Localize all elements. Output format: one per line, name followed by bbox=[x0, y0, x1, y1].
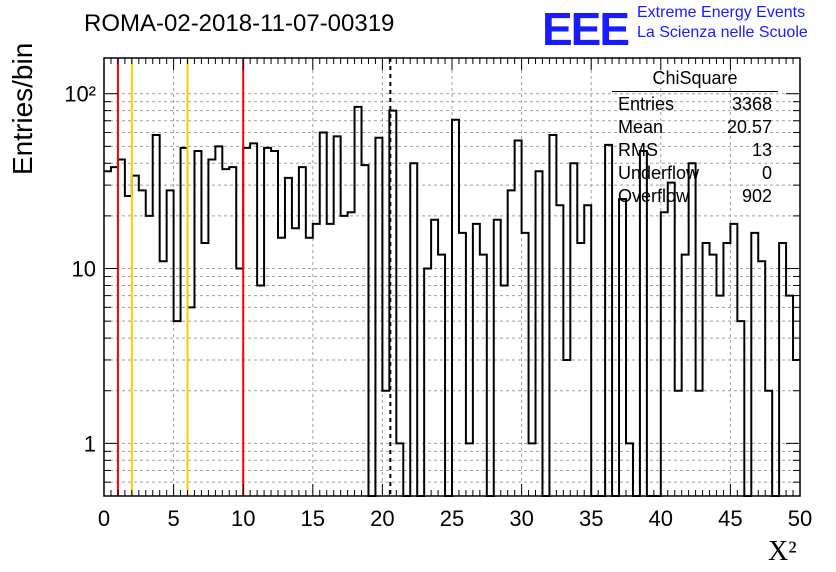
x-tick-label: 40 bbox=[649, 506, 673, 531]
x-tick-label: 10 bbox=[231, 506, 255, 531]
stats-value: 3368 bbox=[731, 94, 772, 114]
x-tick-label: 20 bbox=[370, 506, 394, 531]
x-tick-label: 25 bbox=[440, 506, 464, 531]
x-tick-label: 15 bbox=[301, 506, 325, 531]
stats-row-overflow: Overflow 902 bbox=[618, 186, 772, 208]
x-tick-label: 45 bbox=[718, 506, 742, 531]
stats-divider bbox=[612, 91, 778, 92]
y-tick-label: 10² bbox=[64, 82, 96, 107]
stats-key: Overflow bbox=[618, 186, 690, 206]
statistics-box: ChiSquare Entries 3368 Mean 20.57 RMS 13… bbox=[612, 66, 778, 206]
chart-title: ROMA-02-2018-11-07-00319 bbox=[84, 10, 395, 37]
stats-key: RMS bbox=[618, 140, 658, 160]
x-tick-label: 35 bbox=[579, 506, 603, 531]
y-tick-label: 1 bbox=[84, 431, 96, 456]
x-tick-label: 0 bbox=[98, 506, 110, 531]
stats-value: 0 bbox=[761, 163, 772, 183]
x-tick-label: 30 bbox=[509, 506, 533, 531]
stats-key: Entries bbox=[618, 94, 675, 114]
y-tick-label: 10 bbox=[72, 257, 96, 282]
stats-row-entries: Entries 3368 bbox=[618, 94, 772, 116]
x-tick-label: 50 bbox=[788, 506, 812, 531]
stats-key: Underflow bbox=[618, 163, 700, 183]
eee-logo: EEE bbox=[542, 3, 630, 55]
stats-value: 902 bbox=[741, 186, 772, 206]
stats-row-mean: Mean 20.57 bbox=[618, 117, 772, 139]
stats-row-underflow: Underflow 0 bbox=[618, 163, 772, 185]
logo-tagline-2: La Scienza nelle Scuole bbox=[637, 24, 808, 41]
x-tick-label: 5 bbox=[167, 506, 179, 531]
stats-value: 13 bbox=[751, 140, 772, 160]
stats-row-rms: RMS 13 bbox=[618, 140, 772, 162]
stats-key: Mean bbox=[618, 117, 664, 137]
y-axis-label: Entries/bin bbox=[7, 42, 38, 175]
x-axis-label: X² bbox=[768, 536, 797, 567]
stats-value: 20.57 bbox=[726, 117, 772, 137]
stats-title: ChiSquare bbox=[652, 68, 738, 88]
logo-tagline-1: Extreme Energy Events bbox=[637, 4, 806, 21]
